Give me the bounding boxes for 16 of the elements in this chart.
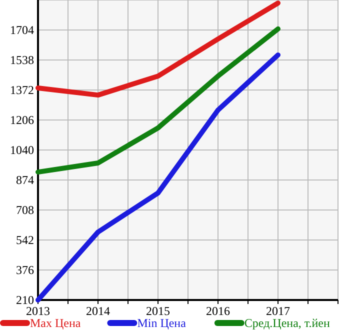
x-tick-label: 2016: [206, 304, 230, 318]
x-tick-label: 2015: [146, 304, 170, 318]
y-tick-label: 542: [16, 233, 34, 248]
y-tick-label: 1206: [10, 113, 34, 128]
y-tick-label: 874: [16, 173, 34, 188]
legend-label: Min Цена: [137, 316, 187, 330]
y-tick-label: 708: [16, 203, 34, 218]
y-tick-label: 1372: [10, 83, 34, 98]
y-tick-label: 376: [16, 263, 34, 278]
legend-label: Max Цена: [30, 316, 82, 330]
y-tick-label: 1538: [10, 53, 34, 68]
x-tick-label: 2017: [266, 304, 290, 318]
y-tick-label: 1040: [10, 143, 34, 158]
y-tick-label: 1704: [10, 23, 34, 38]
legend-label: Сред.Цена, т.йен: [244, 316, 331, 330]
x-tick-label: 2014: [86, 304, 110, 318]
